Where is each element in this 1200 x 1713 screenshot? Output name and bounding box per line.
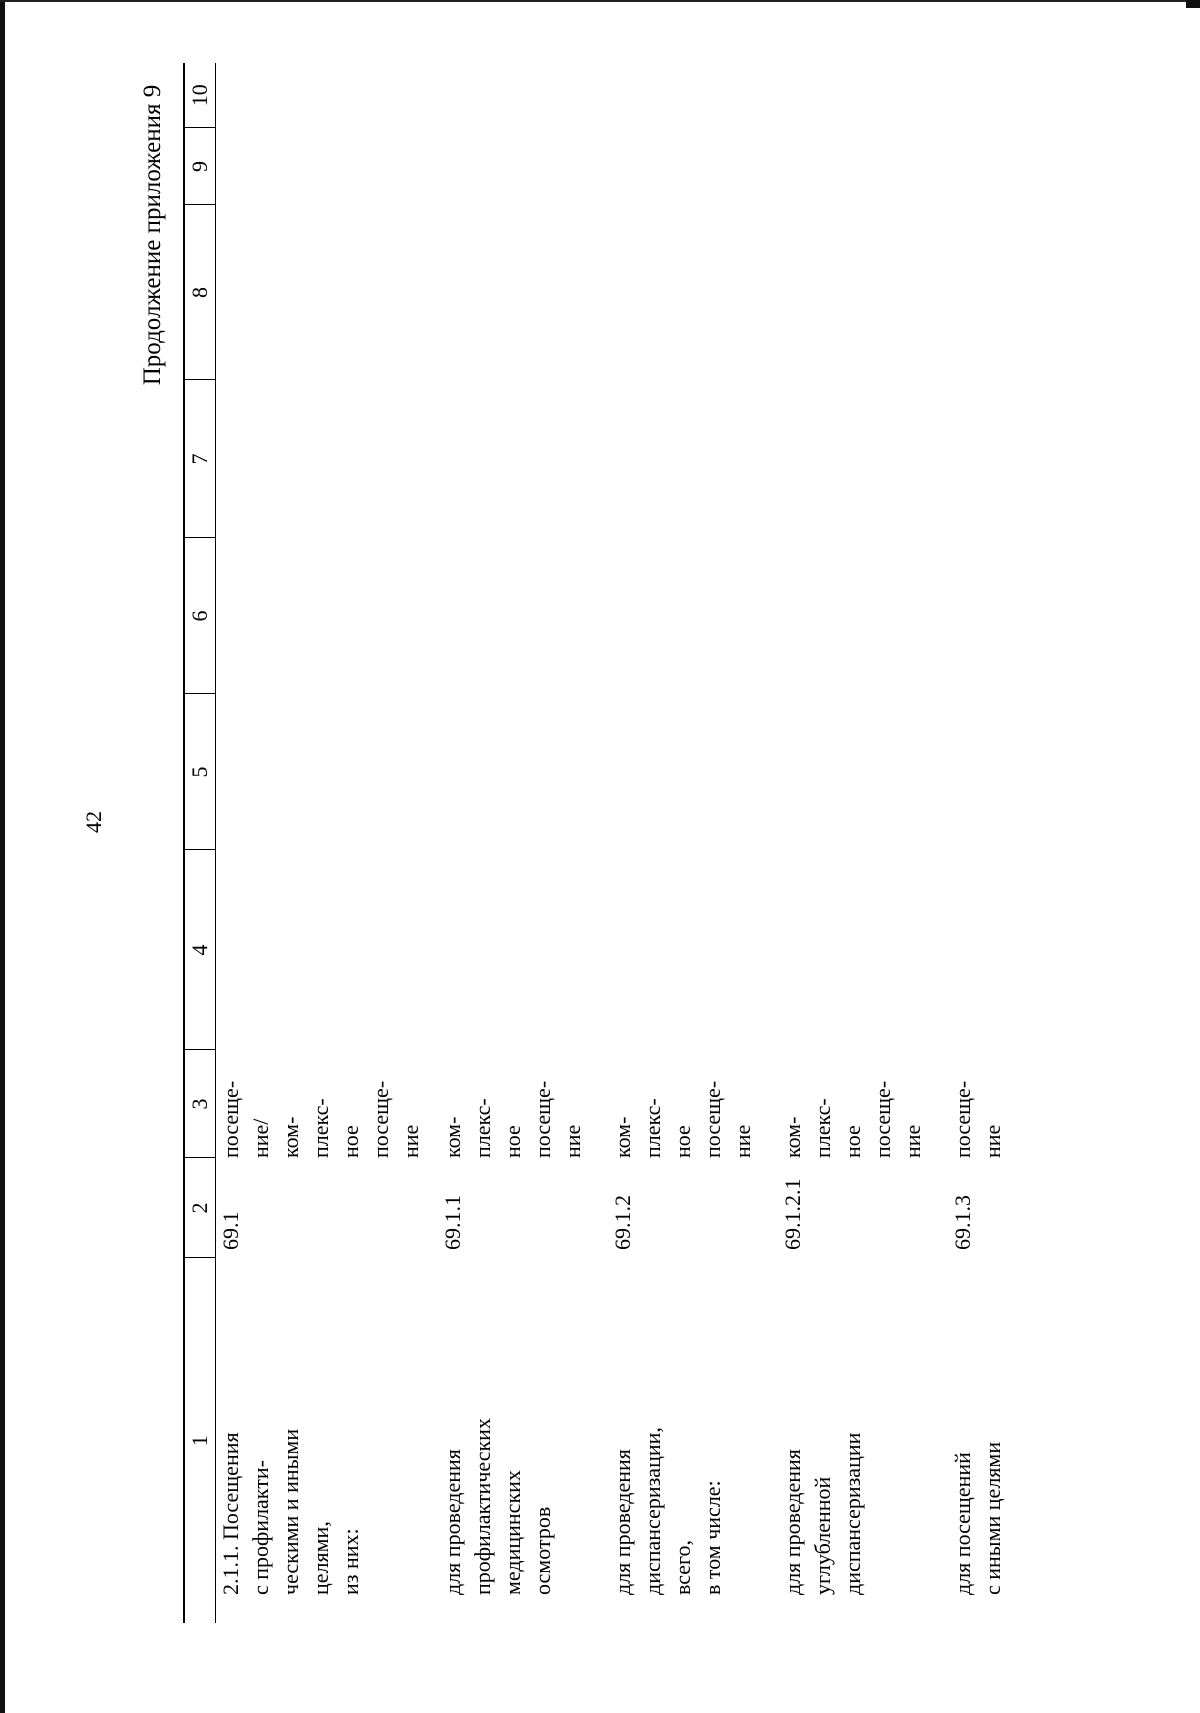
row-name: для проведения углубленной диспансеризац… xyxy=(779,1432,865,1595)
table-cell xyxy=(778,380,948,538)
scan-top-edge xyxy=(0,0,1200,2)
table-cell xyxy=(438,205,608,380)
table-cell xyxy=(216,538,438,694)
row-code: 69.1 xyxy=(218,1211,243,1251)
table-cell xyxy=(778,694,948,850)
row-code: 69.1.2.1 xyxy=(779,1178,805,1251)
table-cell xyxy=(438,380,608,538)
row-unit: ком- плекс- ное посеще- ние xyxy=(439,1080,585,1158)
table-cell xyxy=(778,538,948,694)
table-cell xyxy=(216,205,438,380)
row-name: для проведения профилактических медицинс… xyxy=(439,1418,555,1595)
table-row: для проведения диспансеризации, всего, в… xyxy=(608,63,778,1623)
table-cell xyxy=(608,205,778,380)
scan-corner-mark xyxy=(1186,0,1200,8)
row-name: 2.1.1. Посещения с профилакти- ческими и… xyxy=(218,1428,363,1595)
table-cell xyxy=(778,63,948,128)
column-header: 3 xyxy=(184,1050,216,1158)
row-unit: ком- плекс- ное посеще- ние xyxy=(609,1080,755,1158)
table-cell xyxy=(216,694,438,850)
table-cell xyxy=(216,63,438,128)
column-header: 8 xyxy=(184,205,216,380)
page-number: 42 xyxy=(81,811,106,833)
table-cell xyxy=(608,63,778,128)
table-cell xyxy=(438,128,608,205)
table-cell xyxy=(438,850,608,1050)
appendix-table-rotated: 1 2 3 4 5 6 7 8 9 10 2.1.1. Посещения с … xyxy=(183,63,1005,1623)
column-header: 10 xyxy=(184,63,216,128)
continuation-title: Продолжение приложения 9 xyxy=(139,84,166,386)
row-unit: ком- плекс- ное посеще- ние xyxy=(779,1080,925,1158)
table-cell xyxy=(438,63,608,128)
table-cell xyxy=(948,63,1118,128)
table-cell xyxy=(216,380,438,538)
row-unit: посеще- ние xyxy=(949,1080,1005,1158)
table-cell xyxy=(948,205,1118,380)
table-cell xyxy=(438,538,608,694)
row-code: 69.1.1 xyxy=(439,1195,465,1250)
table-cell xyxy=(216,850,438,1050)
table-cell xyxy=(608,380,778,538)
column-header: 6 xyxy=(184,538,216,694)
table-cell xyxy=(948,380,1118,538)
table-cell xyxy=(608,538,778,694)
column-number-row: 1 2 3 4 5 6 7 8 9 10 xyxy=(184,63,216,1623)
row-unit: посеще- ние/ ком- плекс- ное посеще- ние xyxy=(218,1080,423,1158)
table-cell xyxy=(948,850,1118,1050)
table-cell xyxy=(608,694,778,850)
table-cell xyxy=(948,694,1118,850)
row-code: 69.1.3 xyxy=(949,1195,975,1250)
table-row: для проведения профилактических медицинс… xyxy=(438,63,608,1623)
column-header: 2 xyxy=(184,1158,216,1258)
table-cell xyxy=(778,850,948,1050)
column-header: 4 xyxy=(184,850,216,1050)
column-header: 5 xyxy=(184,694,216,850)
table-row: для посещений с иными целями 69.1.3 посе… xyxy=(948,63,1118,1623)
row-code: 69.1.2 xyxy=(609,1195,635,1250)
row-name: для посещений с иными целями xyxy=(949,1441,1005,1595)
table-cell xyxy=(608,850,778,1050)
table-cell xyxy=(216,128,438,205)
row-name: для проведения диспансеризации, всего, в… xyxy=(609,1427,725,1595)
scan-left-edge xyxy=(0,0,5,1713)
column-header: 1 xyxy=(184,1258,216,1623)
table-cell xyxy=(778,205,948,380)
appendix-table: 1 2 3 4 5 6 7 8 9 10 2.1.1. Посещения с … xyxy=(183,63,1118,1623)
table-cell xyxy=(778,128,948,205)
table-cell xyxy=(608,128,778,205)
table-cell xyxy=(948,128,1118,205)
table-cell xyxy=(948,538,1118,694)
column-header: 7 xyxy=(184,380,216,538)
table-row: для проведения углубленной диспансеризац… xyxy=(778,63,948,1623)
table-row: 2.1.1. Посещения с профилакти- ческими и… xyxy=(216,63,438,1623)
table-cell xyxy=(438,694,608,850)
column-header: 9 xyxy=(184,128,216,205)
